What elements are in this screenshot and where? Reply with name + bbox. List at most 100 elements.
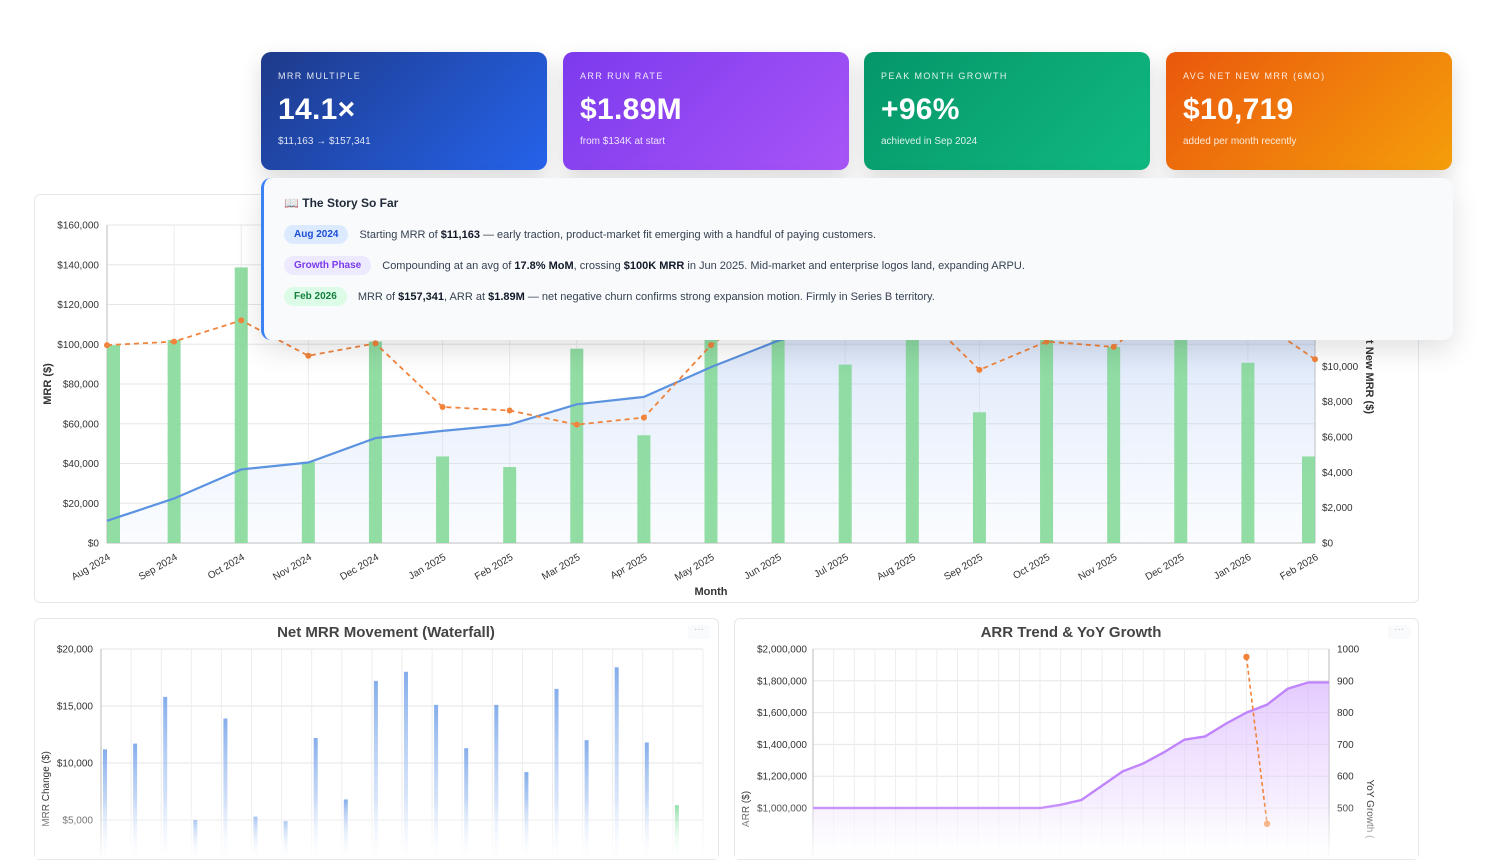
net-new-bar [234,267,248,543]
y-tick-label: $2,000,000 [757,645,807,656]
waterfall-bar [373,680,378,859]
waterfall-bar [103,749,107,859]
net-new-bar [1174,327,1188,543]
kpi-card-avg-net-new-mrr: AVG NET NEW MRR (6MO) $10,719 added per … [1166,52,1452,170]
growth-point [104,342,110,349]
waterfall-bar [133,743,138,859]
y2-tick-label: 900 [1337,676,1354,687]
waterfall-bar [524,772,529,859]
net-new-bar [838,364,852,543]
x-tick-label: Nov 2025 [1077,552,1120,583]
story-panel: 📖 The Story So Far Aug 2024 Starting MRR… [261,178,1453,340]
growth-point [439,403,446,410]
y-tick-label: $1,000,000 [757,804,807,815]
kpi-value: $10,719 [1183,93,1294,126]
y-axis-title: MRR Change ($) [41,751,52,827]
y-tick-label: $1,800,000 [757,676,807,687]
y-tick-label: $0 [88,539,100,550]
waterfall-bar [644,742,649,859]
waterfall-chart: Net MRR Movement (Waterfall) $20,000 $15,0… [41,624,704,859]
growth-point [1110,343,1117,350]
yoy-growth-point [1243,653,1250,661]
y-tick-label: $160,000 [57,221,99,232]
net-new-bar [771,331,785,543]
y-tick-label: $60,000 [63,419,100,430]
kpi-card-mrr-multiple: MRR MULTIPLE 14.1× $11,163 → $157,341 [261,52,547,170]
net-new-bar [436,456,450,543]
y2-tick-label: $2,000 [1322,503,1353,514]
y-tick-label: $100,000 [57,340,99,351]
net-new-bar [1040,332,1054,543]
story-row-growth: Growth Phase Compounding at an avg of 17… [284,250,1433,281]
y2-tick-label: 600 [1337,772,1354,783]
growth-point [573,421,580,428]
net-new-bar [570,348,584,543]
net-new-bar [1107,346,1121,543]
net-new-bar [301,461,315,543]
net-new-bar [1241,362,1255,543]
chart-title: Net MRR Movement (Waterfall) [277,624,495,641]
growth-point [171,338,178,345]
kpi-label: ARR RUN RATE [580,71,664,81]
story-text: Compounding at an avg of 17.8% MoM, cros… [382,259,1025,272]
waterfall-bar [223,718,228,859]
x-tick-label: Feb 2025 [473,552,515,583]
waterfall-bar [494,704,499,859]
kpi-subtext: achieved in Sep 2024 [881,136,978,147]
x-tick-label: Jan 2025 [407,552,449,582]
y2-tick-label: $0 [1322,539,1334,550]
kpi-card-arr-run-rate: ARR RUN RATE $1.89M from $134K at start [563,52,849,170]
growth-point [708,342,714,349]
chart-title: ARR Trend & YoY Growth [981,624,1162,641]
x-tick-label: Sep 2024 [137,552,180,583]
yoy-growth-point [1263,820,1271,828]
growth-point [372,340,379,347]
more-options-icon[interactable]: ··· [688,625,710,639]
growth-point [1043,338,1050,345]
kpi-label: MRR MULTIPLE [278,71,362,81]
waterfall-bar [434,704,439,859]
kpi-subtext: added per month recently [1183,136,1297,147]
waterfall-bar [313,737,318,859]
x-tick-label: Mar 2025 [540,552,582,583]
waterfall-bar [404,671,408,859]
yoy-growth-line [1245,656,1268,824]
x-axis-title: Month [695,586,728,598]
y2-axis-title: YoY Growth ( [1364,780,1375,840]
y-axis-title: ARR ($) [741,791,752,827]
arr-trend-chart-panel: ARR Trend & YoY Growth $2,000,000 $1,800,0… [734,618,1419,860]
y2-axis-title: Net New MRR ($) [1363,326,1375,414]
y-tick-label: $1,400,000 [757,740,807,751]
arr-trend-chart: ARR Trend & YoY Growth $2,000,000 $1,800,0… [741,624,1375,859]
y2-tick-label: 500 [1337,804,1354,815]
y2-tick-label: $4,000 [1322,468,1353,479]
net-new-bar [972,412,986,543]
x-tick-label: May 2025 [673,552,717,584]
y-tick-label: $40,000 [63,459,100,470]
x-tick-label: Aug 2025 [875,552,918,583]
net-new-bar [368,341,382,543]
net-new-bar [107,345,120,543]
waterfall-bar [193,820,198,859]
y2-tick-label: $8,000 [1322,397,1353,408]
story-row-current: Feb 2026 MRR of $157,341, ARR at $1.89M … [284,281,1433,312]
story-badge: Growth Phase [284,256,372,275]
more-options-icon[interactable]: ··· [1388,625,1410,639]
story-badge: Feb 2026 [284,287,347,306]
net-new-bar [167,339,181,543]
kpi-value: 14.1× [278,93,356,126]
y-tick-label: $10,000 [57,759,94,770]
waterfall-bar [163,696,168,859]
growth-point [976,366,983,373]
kpi-value: +96% [881,93,960,126]
y2-tick-label: $6,000 [1322,433,1353,444]
x-tick-label: Dec 2024 [338,552,381,583]
x-tick-label: Feb 2026 [1278,552,1320,583]
x-tick-label: Jun 2025 [742,552,784,582]
kpi-subtext: from $134K at start [580,136,666,147]
story-text: Starting MRR of $11,163 — early traction… [359,228,877,241]
waterfall-chart-panel: Net MRR Movement (Waterfall) $20,000 $15,0… [34,618,719,860]
y2-tick-label: $10,000 [1322,362,1359,373]
waterfall-bar [674,805,679,859]
y-tick-label: $1,600,000 [757,708,807,719]
